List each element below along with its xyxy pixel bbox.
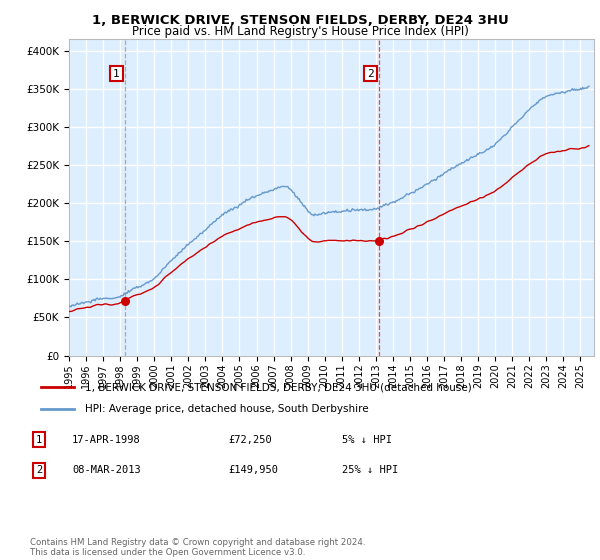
Text: Price paid vs. HM Land Registry's House Price Index (HPI): Price paid vs. HM Land Registry's House … bbox=[131, 25, 469, 38]
Text: 5% ↓ HPI: 5% ↓ HPI bbox=[342, 435, 392, 445]
Text: 17-APR-1998: 17-APR-1998 bbox=[72, 435, 141, 445]
Text: 1: 1 bbox=[113, 68, 120, 78]
Text: £149,950: £149,950 bbox=[228, 465, 278, 475]
Text: 2: 2 bbox=[367, 68, 374, 78]
Text: Contains HM Land Registry data © Crown copyright and database right 2024.
This d: Contains HM Land Registry data © Crown c… bbox=[30, 538, 365, 557]
Text: 2: 2 bbox=[36, 465, 42, 475]
Text: 08-MAR-2013: 08-MAR-2013 bbox=[72, 465, 141, 475]
Text: 25% ↓ HPI: 25% ↓ HPI bbox=[342, 465, 398, 475]
Text: £72,250: £72,250 bbox=[228, 435, 272, 445]
Text: HPI: Average price, detached house, South Derbyshire: HPI: Average price, detached house, Sout… bbox=[85, 404, 369, 414]
Text: 1, BERWICK DRIVE, STENSON FIELDS, DERBY, DE24 3HU: 1, BERWICK DRIVE, STENSON FIELDS, DERBY,… bbox=[92, 14, 508, 27]
Text: 1, BERWICK DRIVE, STENSON FIELDS, DERBY, DE24 3HU (detached house): 1, BERWICK DRIVE, STENSON FIELDS, DERBY,… bbox=[85, 382, 472, 392]
Text: 1: 1 bbox=[36, 435, 42, 445]
